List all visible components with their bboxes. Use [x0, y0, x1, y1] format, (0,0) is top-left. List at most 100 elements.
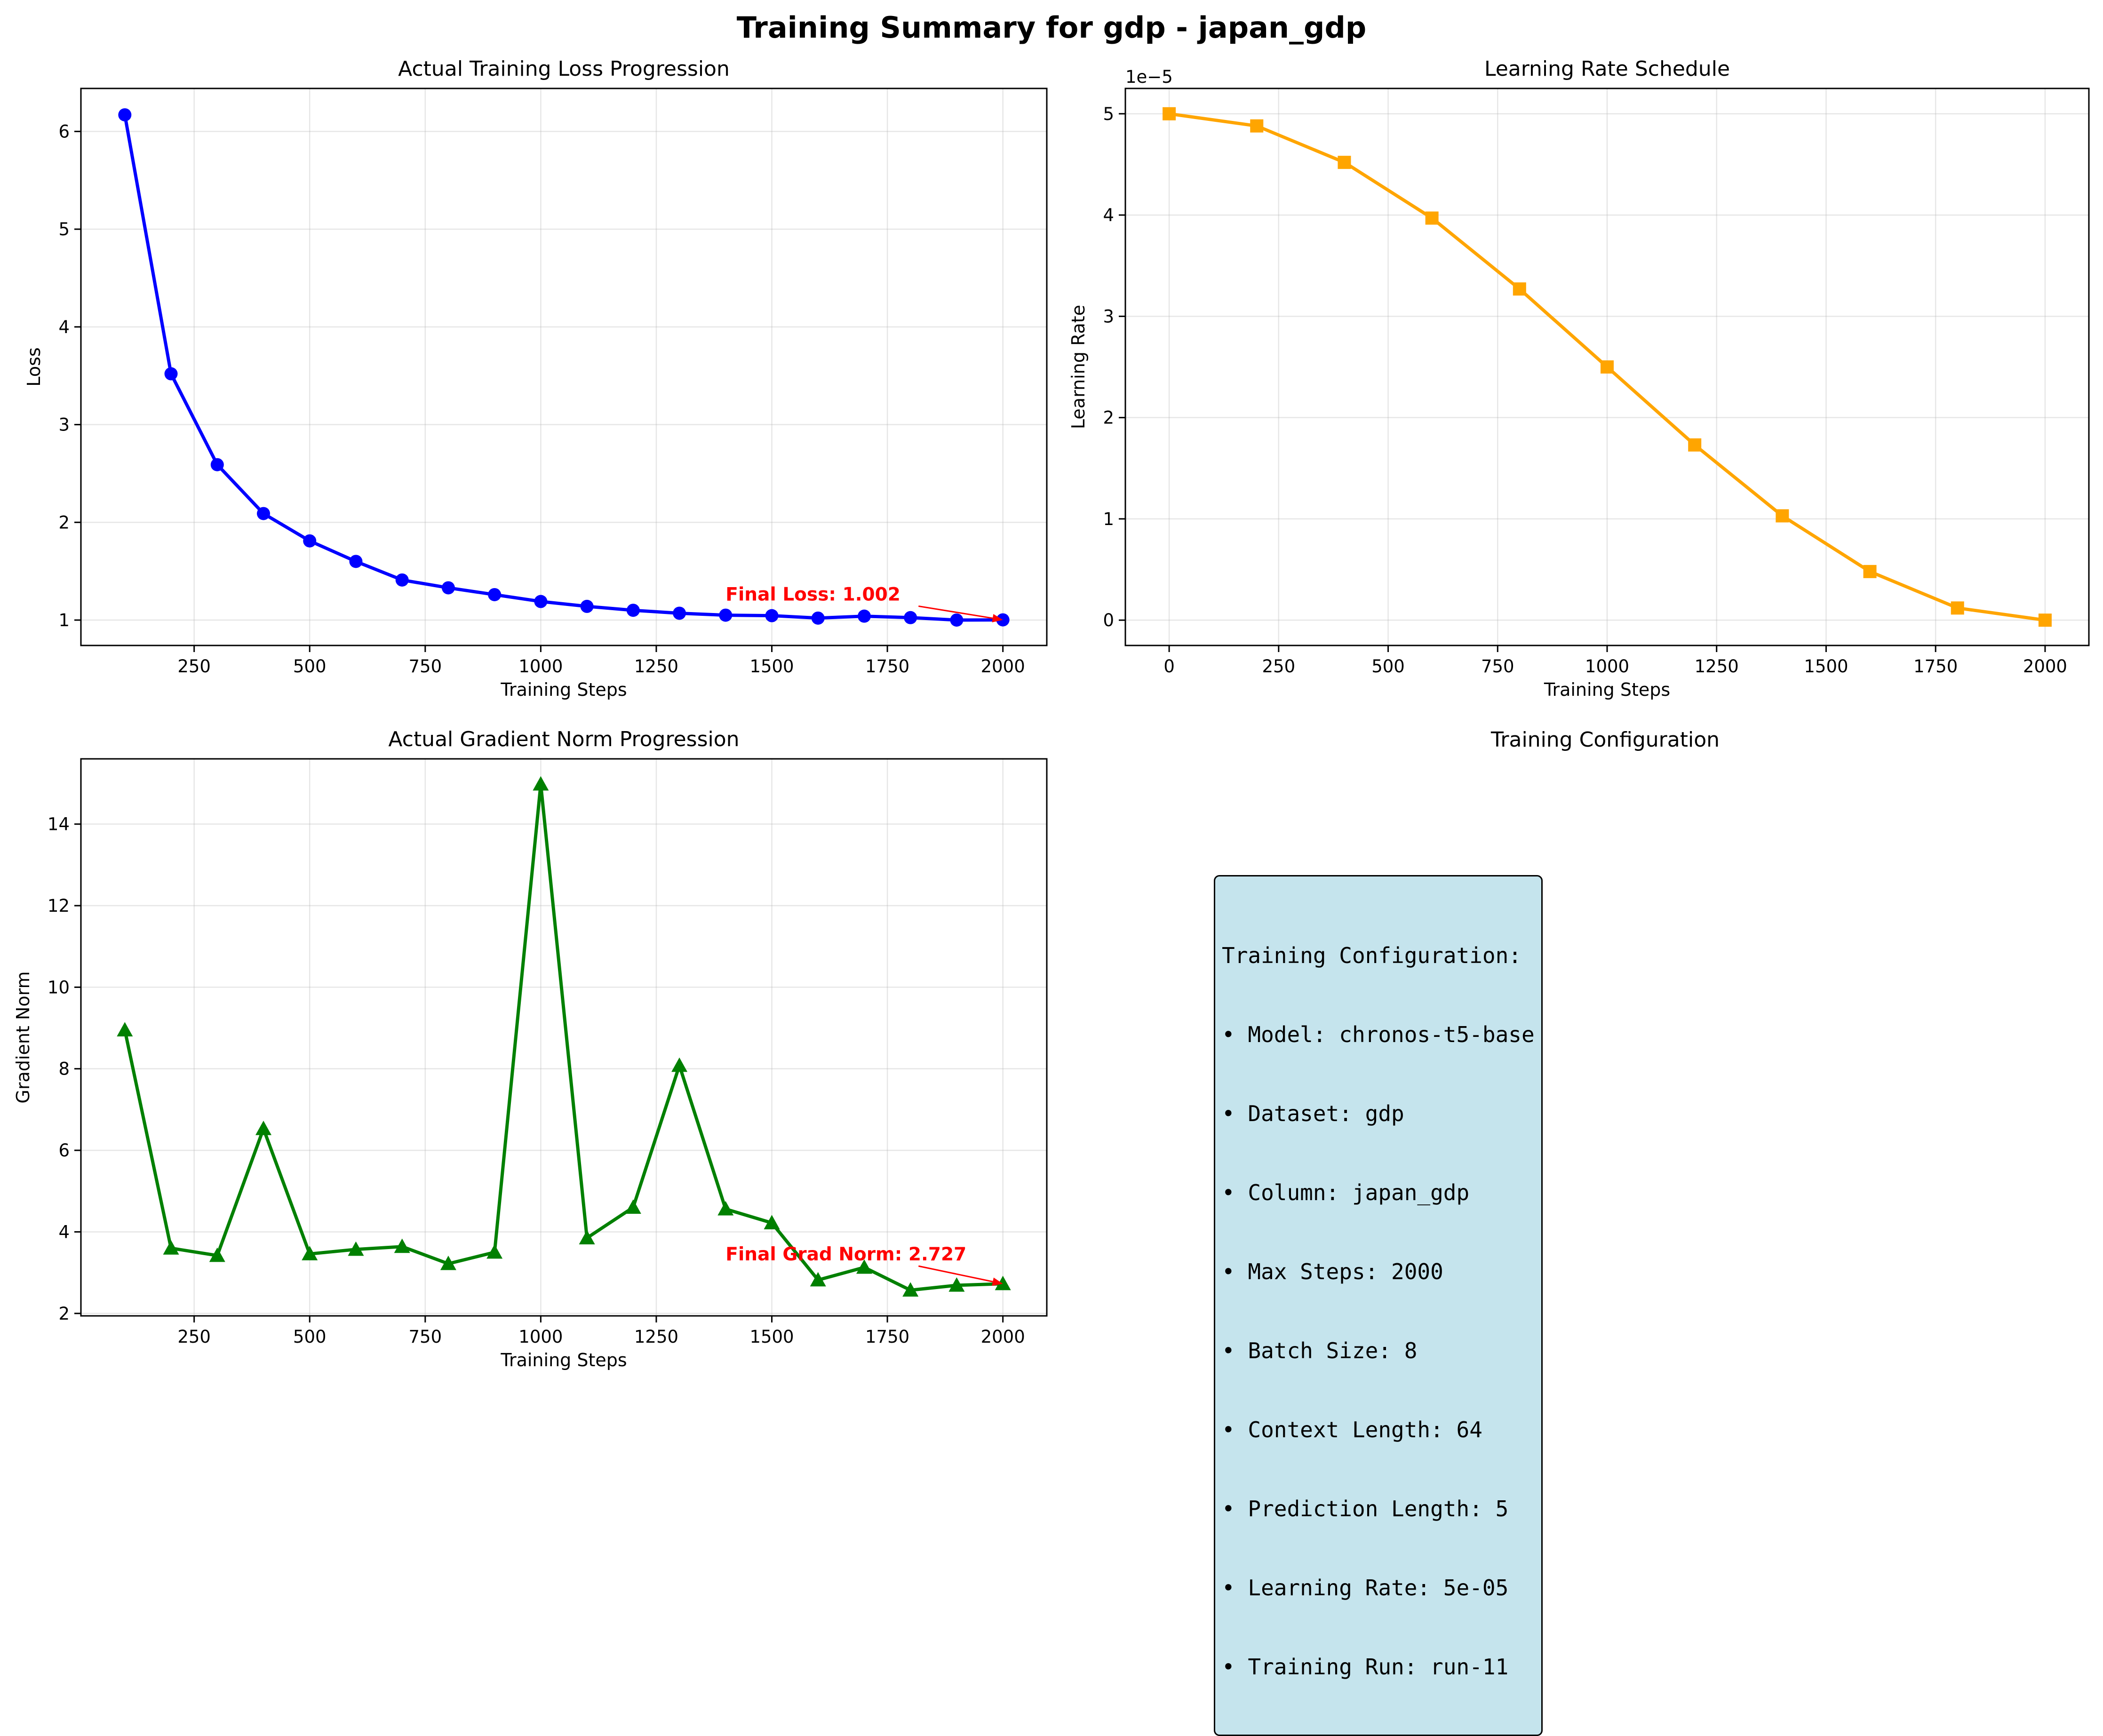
config-line: • Context Length: 64	[1222, 1417, 1482, 1442]
config-line: • Max Steps: 2000	[1222, 1259, 1443, 1284]
chart-1-data-point	[257, 507, 271, 520]
chart-1-y-tick-label: 5	[58, 219, 70, 239]
chart-2-data-point	[1425, 211, 1439, 225]
chart-3-data-point	[671, 1057, 688, 1072]
config-line: • Training Run: run-11	[1222, 1654, 1509, 1680]
config-line: • Batch Size: 8	[1222, 1338, 1418, 1363]
chart-3-y-tick-label: 8	[58, 1059, 70, 1079]
chart-2-y-tick-label: 0	[1103, 610, 1114, 630]
figure-title: Training Summary for gdp - japan_gdp	[737, 10, 1366, 45]
chart-3-data-point	[902, 1282, 919, 1297]
chart-1-data-point	[765, 609, 779, 622]
chart-3-x-tick-label: 1250	[634, 1327, 678, 1347]
chart-1-data-point	[534, 595, 548, 608]
chart-1-x-tick-label: 1750	[865, 656, 909, 677]
chart-2-data-point	[1776, 509, 1789, 523]
chart-1-y-tick-label: 3	[58, 415, 70, 435]
config-line: • Learning Rate: 5e-05	[1222, 1575, 1509, 1601]
chart-2-data-point	[1688, 438, 1702, 452]
chart-2-x-tick-label: 1500	[1804, 656, 1848, 677]
chart-2-data-point	[1863, 565, 1877, 578]
chart-3-data-point	[810, 1272, 826, 1287]
chart-1-y-tick-label: 1	[58, 610, 70, 630]
chart-3-series-line	[123, 782, 1003, 1292]
chart-3-data-point	[995, 1275, 1011, 1290]
chart-3-data-point	[302, 1246, 318, 1260]
chart-1-y-tick-label: 2	[58, 512, 70, 533]
chart-2-data-point	[1951, 601, 1964, 615]
chart-1-x-tick-label: 1000	[518, 656, 563, 677]
chart-3-x-tick-label: 1500	[749, 1327, 794, 1347]
chart-1-x-tick-label: 500	[293, 656, 327, 677]
chart-3-data-point	[856, 1259, 872, 1274]
chart-3-data-point	[255, 1121, 272, 1135]
chart-3-data-point	[948, 1277, 965, 1292]
chart-2-scale-label: 1e−5	[1125, 67, 1173, 87]
chart-1-data-point	[441, 581, 455, 595]
chart-3-x-tick-label: 1000	[518, 1327, 563, 1347]
chart-1-x-tick-label: 250	[177, 656, 211, 677]
grad-norm-chart: 250 500 750 1000 1250 1500 1750 2000 2 4 6 8 10 12 14 A…	[13, 727, 1048, 1370]
chart-1-x-tick-label: 750	[408, 656, 442, 677]
chart-2-y-axis-label: Learning Rate	[1068, 305, 1089, 429]
chart-1-data-point	[303, 534, 317, 548]
chart-3-data-point	[440, 1256, 456, 1270]
chart-1-x-axis-label: Training Steps	[500, 679, 627, 700]
chart-1-data-point	[395, 573, 409, 587]
chart-1-annotation-text: Final Loss: 1.002	[725, 584, 900, 605]
chart-3-data-point	[579, 1230, 595, 1245]
chart-1-data-point	[719, 608, 733, 622]
chart-1-data-point	[811, 611, 825, 625]
chart-1-data-point	[488, 588, 502, 601]
chart-1-x-tick-label: 1500	[749, 656, 794, 677]
chart-3-data-point	[348, 1241, 364, 1256]
chart-2-y-tick-label: 4	[1103, 205, 1114, 225]
chart-2-data-point	[1513, 282, 1526, 296]
chart-1-data-point	[210, 458, 224, 471]
chart-2-y-tick-label: 2	[1103, 408, 1114, 428]
chart-2-x-tick-label: 0	[1163, 656, 1175, 677]
config-line: • Column: japan_gdp	[1222, 1180, 1470, 1205]
chart-2-y-tick-label: 3	[1103, 306, 1114, 326]
chart-2-x-tick-label: 500	[1371, 656, 1405, 677]
chart-1-title: Actual Training Loss Progression	[398, 57, 730, 81]
chart-2-x-tick-label: 2000	[2023, 656, 2067, 677]
chart-2-data-point	[1163, 107, 1176, 120]
chart-2-data-point	[2038, 613, 2052, 627]
chart-3-data-point	[764, 1215, 780, 1229]
chart-3-x-tick-label: 2000	[981, 1327, 1025, 1347]
chart-1-annotation-arrow	[918, 605, 993, 619]
chart-1-y-tick-label: 4	[58, 317, 70, 337]
learning-rate-chart: 0 250 500 750 1000 1250 1500 1750 2000 0 1 2 3 4 5 Lear…	[1068, 57, 2090, 700]
chart-2-x-tick-label: 1750	[1913, 656, 1958, 677]
chart-3-y-tick-label: 12	[48, 896, 70, 916]
chart-1-data-point	[857, 609, 871, 623]
chart-3-data-point	[394, 1238, 410, 1253]
chart-3-y-tick-label: 4	[58, 1222, 70, 1242]
chart-3-x-tick-label: 1750	[865, 1327, 909, 1347]
config-line: • Prediction Length: 5	[1222, 1496, 1509, 1521]
chart-2-x-tick-label: 1250	[1695, 656, 1739, 677]
chart-3-data-point	[117, 1022, 133, 1036]
chart-2-y-tick-label: 5	[1103, 104, 1114, 124]
chart-2-data-point	[1338, 156, 1351, 169]
chart-3-x-tick-label: 750	[408, 1327, 442, 1347]
chart-3-data-point	[533, 776, 549, 791]
chart-3-data-point	[209, 1247, 225, 1262]
chart-3-data-point	[717, 1201, 734, 1216]
chart-3-annotation-arrowhead	[992, 1277, 1003, 1286]
chart-2-data-point	[1601, 360, 1614, 374]
chart-1-y-tick-label: 6	[58, 121, 70, 142]
chart-2-y-tick-label: 1	[1103, 509, 1114, 529]
chart-3-x-tick-label: 250	[177, 1327, 211, 1347]
chart-3-annotation-arrow	[918, 1265, 993, 1282]
chart-2-x-axis-label: Training Steps	[1544, 679, 1670, 700]
chart-2-x-tick-label: 1000	[1585, 656, 1629, 677]
chart-1-data-point	[349, 555, 363, 568]
chart-1-data-point	[904, 611, 917, 624]
chart-1-annotation-arrowhead	[992, 614, 1003, 622]
chart-3-y-tick-label: 10	[48, 977, 70, 997]
config-line: • Model: chronos-t5-base	[1222, 1022, 1535, 1047]
chart-1-data-point	[580, 599, 594, 613]
chart-3-y-axis-label: Gradient Norm	[13, 971, 33, 1103]
